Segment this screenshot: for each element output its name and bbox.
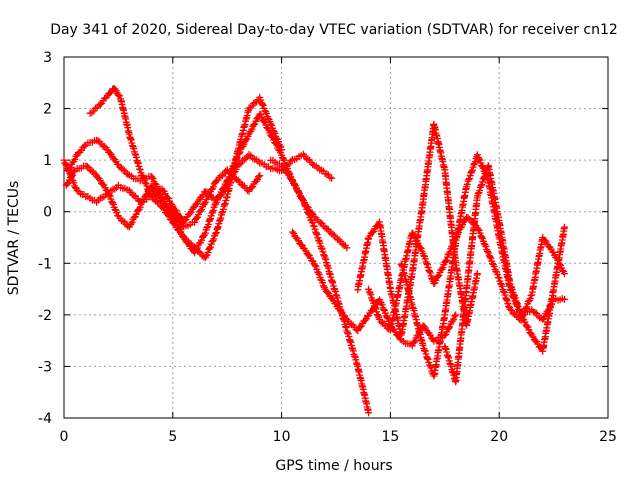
y-tick-label: -2 [38,308,52,324]
series-markers [62,162,264,231]
x-tick-labels: 0 5 10 15 20 25 [60,429,617,445]
y-tick-label: -4 [38,411,52,427]
x-tick-label: 20 [490,429,508,445]
series-arc-5 [289,228,460,350]
y-tick-labels: 3 2 1 0 -1 -2 -3 -4 [38,50,52,427]
y-tick-label: 2 [43,102,52,118]
y-tick-label: 0 [43,205,52,221]
series-markers [289,228,460,350]
series-markers [365,214,568,334]
x-tick-label: 0 [60,429,69,445]
y-tick-label: -3 [38,359,52,375]
series-arc-6 [267,156,373,417]
y-tick-label: -1 [38,256,52,272]
x-tick-label: 10 [273,429,291,445]
series-markers [64,110,351,257]
axis-ticks [63,56,609,419]
chart-title: Day 341 of 2020, Sidereal Day-to-day VTE… [50,22,618,38]
series-arc-4 [62,162,264,231]
y-tick-label: 3 [43,50,52,66]
y-tick-label: 1 [43,153,52,169]
series-arc-3 [64,110,351,257]
x-tick-label: 25 [599,429,617,445]
plot-frame [63,56,609,419]
y-axis-label: SDTVAR / TECUs [6,181,22,296]
series-arc-10 [365,214,568,334]
series-markers [354,120,481,339]
series-arc-7 [354,120,481,339]
series-markers [267,156,373,417]
x-tick-label: 15 [381,429,399,445]
series-group [60,85,568,417]
x-axis-label: GPS time / hours [275,458,392,474]
x-tick-label: 5 [168,429,177,445]
grid [64,57,608,418]
